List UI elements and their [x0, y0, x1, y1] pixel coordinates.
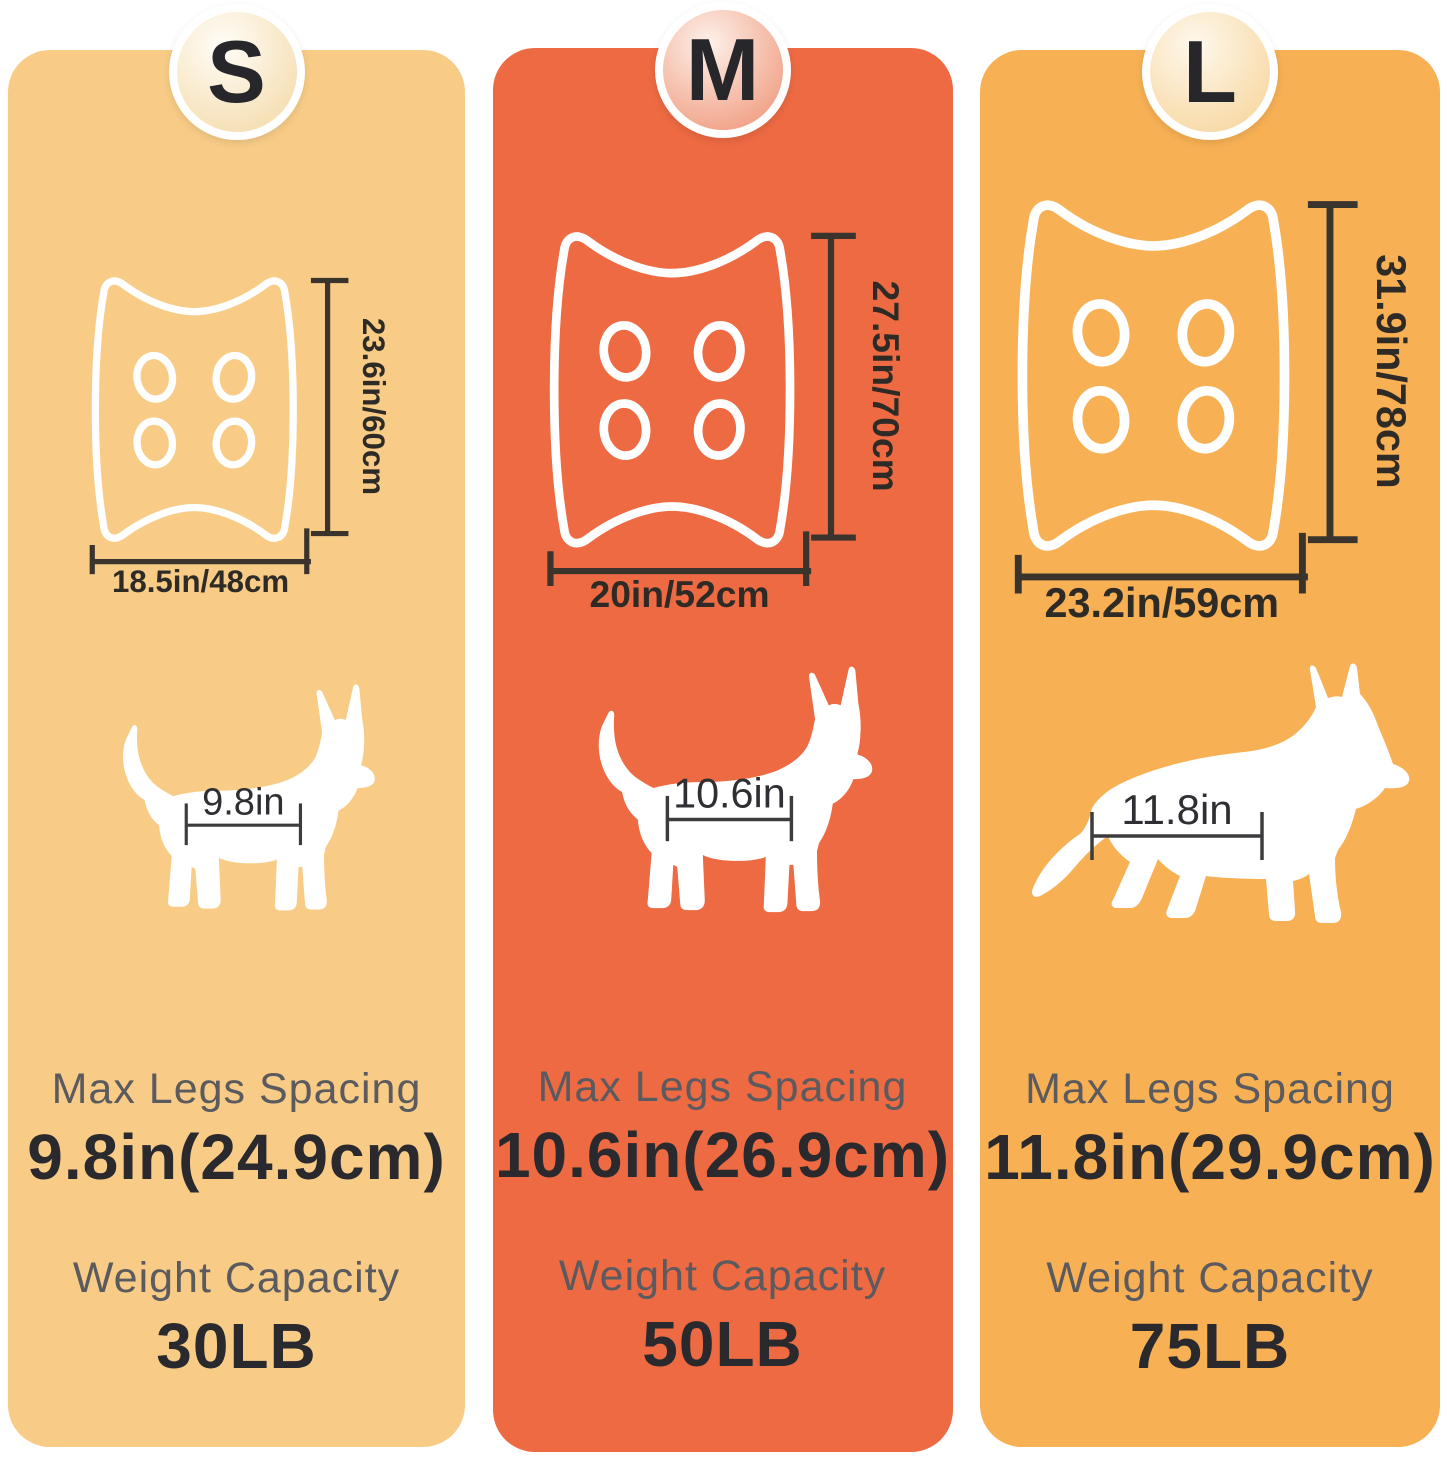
leg-hole-icon — [1072, 299, 1130, 367]
dog-size-figure: 9.8in — [122, 684, 375, 911]
legs-spacing-lines — [184, 803, 302, 846]
size-stats: Max Legs Spacing 10.6in(26.9cm) Weight C… — [493, 1063, 953, 1381]
harness-height-dimension: 23.6in/60cm — [356, 318, 388, 495]
german-shepherd-silhouette-icon — [1031, 663, 1410, 923]
legs-spacing-inline-label: 9.8in — [202, 781, 285, 823]
max-legs-spacing-label: Max Legs Spacing — [1025, 1065, 1395, 1113]
harness-height-dimension: 27.5in/70cm — [865, 281, 903, 492]
size-letter: S — [207, 22, 266, 121]
max-legs-spacing-label: Max Legs Spacing — [51, 1065, 422, 1113]
max-legs-spacing-value: 10.6in(26.9cm) — [494, 1119, 951, 1191]
size-panel-l: L 31.9in/78cm 23.2in/59cm — [980, 4, 1440, 1447]
leg-hole-icon — [132, 351, 176, 403]
leg-hole-icon — [211, 417, 255, 469]
max-legs-spacing-value: 11.8in(29.9cm) — [984, 1121, 1436, 1193]
weight-capacity-label: Weight Capacity — [72, 1254, 401, 1302]
harness-height-dimension: 31.9in/78cm — [1368, 254, 1410, 489]
harness-dimensions-figure: 31.9in/78cm 23.2in/59cm — [1014, 200, 1410, 624]
harness-width-dimension: 18.5in/48cm — [111, 564, 288, 597]
weight-capacity-value: 75LB — [1129, 1310, 1291, 1382]
weight-capacity-value: 50LB — [642, 1308, 803, 1380]
harness-outline-icon — [91, 277, 297, 542]
harness-dimensions-figure: 23.6in/60cm 18.5in/48cm — [89, 277, 388, 597]
leg-hole-icon — [693, 320, 745, 382]
max-legs-spacing-label: Max Legs Spacing — [537, 1063, 908, 1111]
dog-size-figure: 11.8in — [1031, 663, 1410, 923]
size-panel-m: M 27.5in/70cm 20in/52cm — [492, 2, 953, 1452]
weight-capacity-label: Weight Capacity — [1046, 1254, 1374, 1302]
leg-hole-icon — [1177, 385, 1235, 454]
dimension-lines — [1014, 201, 1358, 594]
weight-capacity-label: Weight Capacity — [558, 1252, 887, 1300]
leg-hole-icon — [693, 399, 745, 460]
size-stats: Max Legs Spacing 9.8in(24.9cm) Weight Ca… — [8, 1065, 465, 1383]
weight-capacity-value: 30LB — [156, 1310, 317, 1382]
legs-spacing-inline-label: 11.8in — [1121, 786, 1232, 833]
leg-hole-icon — [211, 351, 255, 403]
dimension-lines — [89, 277, 348, 575]
legs-spacing-inline-label: 10.6in — [673, 771, 786, 817]
harness-dimensions-figure: 27.5in/70cm 20in/52cm — [546, 232, 903, 613]
leg-hole-icon — [132, 417, 176, 469]
leg-hole-icon — [1072, 385, 1130, 454]
dog-size-figure: 10.6in — [598, 666, 873, 913]
size-badge-s: S — [168, 4, 305, 140]
legs-spacing-lines — [1090, 811, 1264, 860]
size-letter: M — [685, 20, 760, 119]
harness-outline-icon — [1017, 200, 1290, 551]
harness-width-dimension: 23.2in/59cm — [1044, 580, 1279, 624]
harness-width-dimension: 20in/52cm — [589, 573, 769, 613]
chihuahua-silhouette-icon — [122, 684, 375, 911]
leg-hole-icon — [598, 399, 650, 460]
size-badge-m: M — [654, 2, 791, 138]
size-panel-s: S 23.6in/60cm 18.5in/48cm — [8, 4, 465, 1447]
max-legs-spacing-value: 9.8in(24.9cm) — [27, 1121, 446, 1193]
chihuahua-silhouette-icon — [598, 666, 873, 913]
size-stats: Max Legs Spacing 11.8in(29.9cm) Weight C… — [980, 1065, 1440, 1383]
legs-spacing-lines — [665, 796, 794, 842]
leg-hole-icon — [598, 321, 650, 382]
size-letter: L — [1183, 22, 1237, 121]
leg-hole-icon — [1177, 299, 1235, 367]
size-badge-l: L — [1142, 4, 1278, 140]
dimension-lines — [546, 232, 856, 586]
harness-outline-icon — [549, 232, 794, 548]
